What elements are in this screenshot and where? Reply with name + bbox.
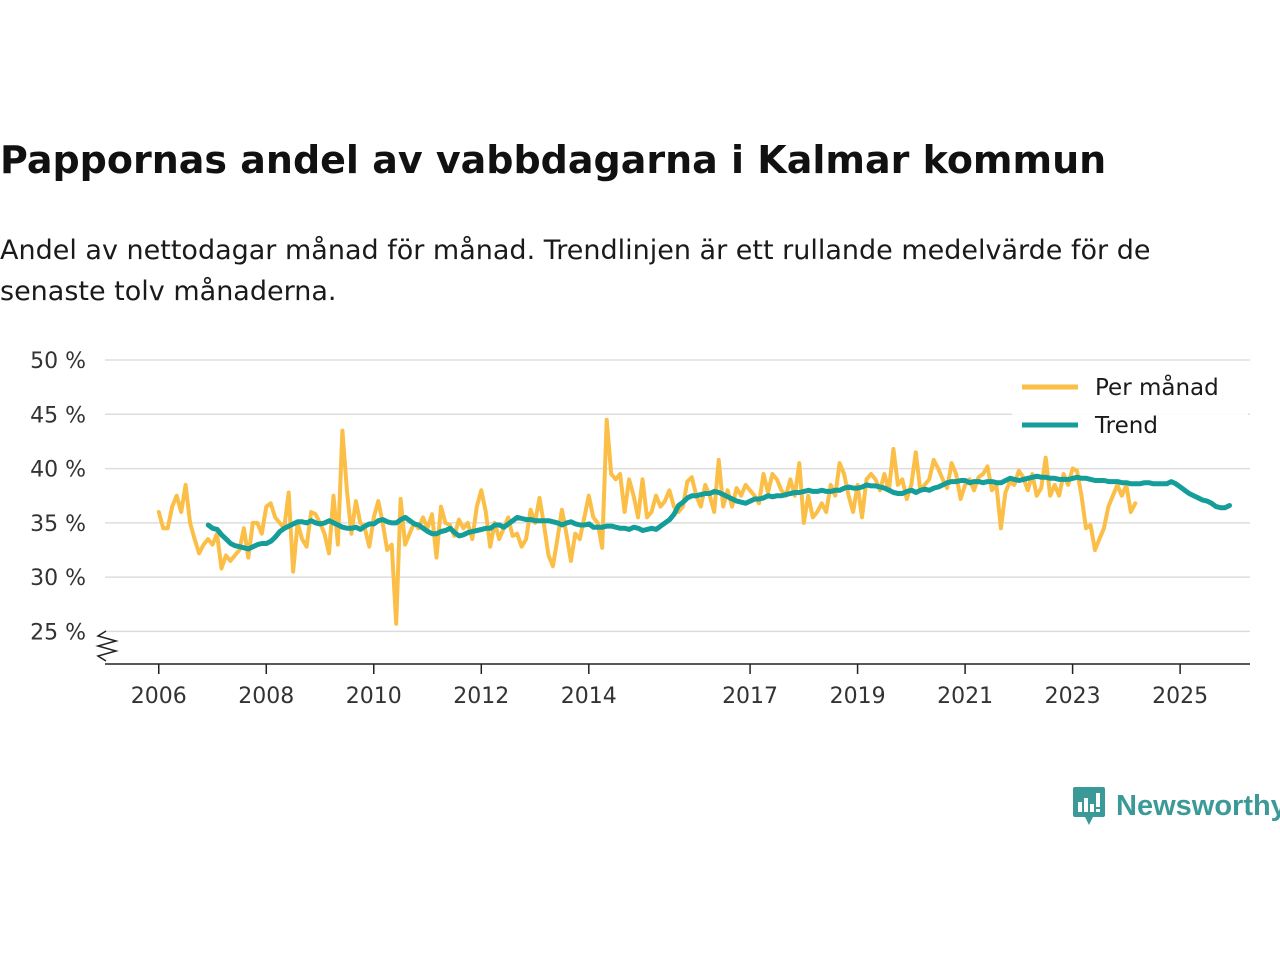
y-tick-label: 50 % (30, 349, 86, 374)
newsworthy-logo-icon (1073, 787, 1105, 825)
x-tick-label: 2025 (1152, 684, 1208, 709)
x-tick-label: 2017 (722, 684, 778, 709)
axis-break-icon (95, 630, 119, 662)
x-tick-label: 2010 (346, 684, 402, 709)
series-lines (156, 417, 1232, 626)
y-tick-label: 35 % (30, 512, 86, 537)
x-tick-label: 2019 (830, 684, 886, 709)
legend-background (1012, 368, 1248, 448)
line-chart: 25 % 30 % 35 % 40 % 45 % 50 % 2006 2008 2010 201… (30, 349, 1250, 709)
y-tick-label: 40 % (30, 458, 86, 483)
chart-subtitle: Andel av nettodagar månad för månad. Tre… (0, 235, 1151, 307)
x-tick-label: 2023 (1045, 684, 1101, 709)
x-tick-label: 2012 (453, 684, 509, 709)
brand-logo: Newsworthy (1072, 784, 1280, 828)
y-tick-label: 30 % (30, 566, 86, 591)
x-axis (95, 630, 1250, 665)
series-line-trend (205, 473, 1232, 552)
legend-label-per-manad: Per månad (1095, 373, 1219, 401)
y-axis-labels: 25 % 30 % 35 % 40 % 45 % 50 % (30, 349, 86, 645)
x-tick-label: 2006 (131, 684, 187, 709)
y-tick-label: 25 % (30, 620, 86, 645)
legend-label-trend: Trend (1094, 413, 1158, 439)
x-tick-label: 2021 (937, 684, 993, 709)
x-tick-label: 2008 (238, 684, 294, 709)
legend: Per månad Trend (1012, 368, 1248, 448)
page-title: Pappornas andel av vabbdagarna i Kalmar … (0, 138, 1107, 182)
brand-name: Newsworthy (1116, 789, 1280, 822)
x-axis-ticks: 2006 2008 2010 2012 2014 2017 2019 2021 2023 2025 (131, 664, 1208, 709)
y-tick-label: 45 % (30, 403, 86, 428)
series-line-per-manad (156, 417, 1138, 626)
x-tick-label: 2014 (561, 684, 617, 709)
